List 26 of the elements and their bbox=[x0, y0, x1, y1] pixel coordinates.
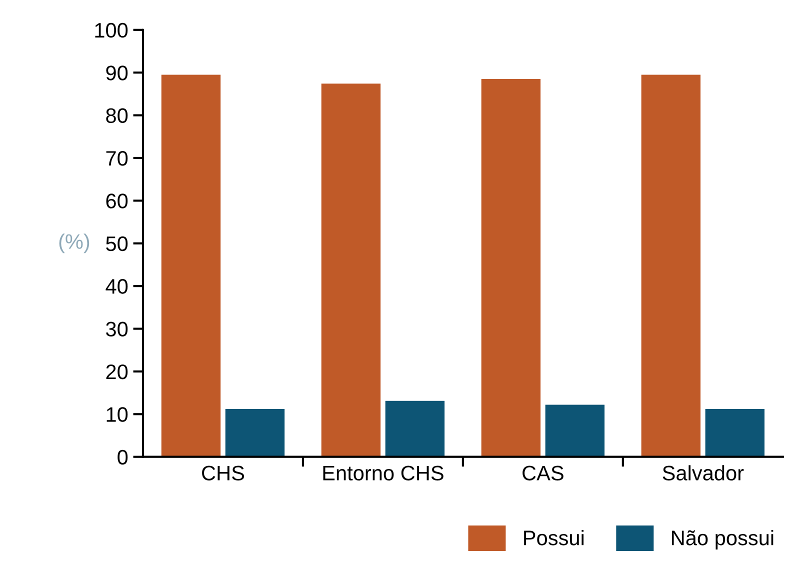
bar bbox=[385, 400, 445, 457]
y-tick-label: 40 bbox=[106, 279, 128, 294]
bar bbox=[161, 74, 221, 457]
y-tick-label: 90 bbox=[106, 66, 128, 80]
bar bbox=[225, 409, 285, 457]
y-tick-label: 50 bbox=[106, 236, 128, 252]
legend-label: Possui bbox=[524, 530, 584, 546]
y-tick-label: 30 bbox=[106, 322, 128, 337]
y-tick-label: 100 bbox=[95, 22, 128, 38]
y-tick-label: 0 bbox=[118, 450, 128, 465]
y-tick-label: 60 bbox=[106, 194, 128, 208]
y-tick-label: 80 bbox=[106, 108, 128, 124]
y-axis-title: (%) bbox=[59, 234, 90, 254]
bar bbox=[321, 84, 381, 457]
x-tick-label: CHS bbox=[202, 466, 244, 480]
y-tick-label: 70 bbox=[106, 150, 128, 166]
bar bbox=[481, 78, 541, 457]
bar bbox=[641, 74, 701, 457]
legend-label: Não possui bbox=[672, 530, 774, 550]
x-tick-label: Entorno CHS bbox=[323, 466, 444, 480]
x-tick-label: Salvador bbox=[662, 465, 744, 480]
y-tick-label: 20 bbox=[106, 364, 128, 380]
bar bbox=[705, 409, 764, 457]
y-tick-label: 10 bbox=[106, 407, 128, 422]
x-tick-label: CAS bbox=[522, 466, 564, 480]
bar bbox=[545, 404, 605, 457]
